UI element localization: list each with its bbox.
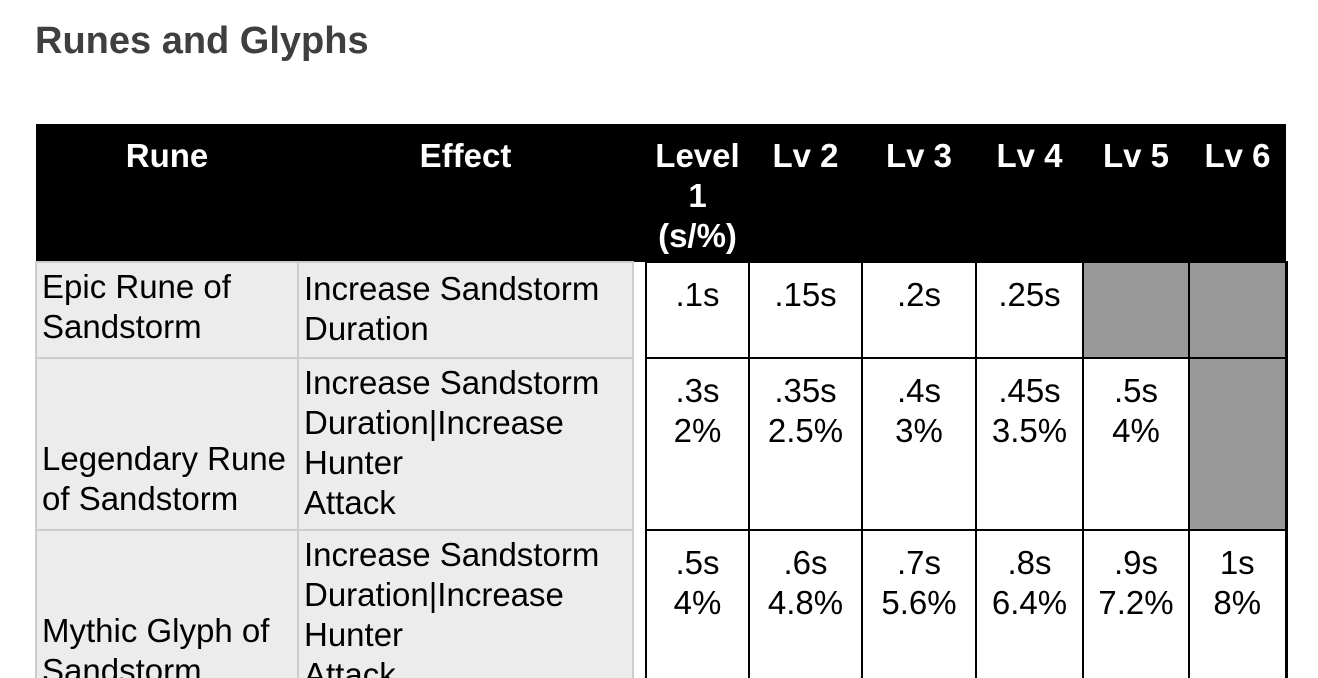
level-value-cell: .15s bbox=[748, 261, 863, 359]
column-gap bbox=[633, 358, 646, 530]
rune-name-cell: Epic Rune of Sandstorm bbox=[35, 261, 299, 359]
rune-effect-cell: Increase Sandstorm Duration|Increase Hun… bbox=[297, 529, 634, 678]
rune-name-cell: Legendary Rune of Sandstorm bbox=[35, 357, 299, 531]
level-value-cell: .35s 2.5% bbox=[748, 357, 863, 531]
level-value-cell: .5s 4% bbox=[1082, 357, 1190, 531]
column-header-effect: Effect bbox=[298, 124, 633, 262]
level-value-cell: 1s 8% bbox=[1188, 529, 1288, 678]
table-row-epic-rune: Epic Rune of Sandstorm Increase Sandstor… bbox=[35, 261, 1288, 359]
level-value-cell: .3s 2% bbox=[645, 357, 750, 531]
column-gap bbox=[633, 262, 646, 358]
level-value-cell: .25s bbox=[975, 261, 1084, 359]
level-value-cell: .1s bbox=[645, 261, 750, 359]
level-empty-cell bbox=[1188, 261, 1288, 359]
column-header-lv3: Lv 3 bbox=[862, 124, 976, 262]
rune-name-cell: Mythic Glyph of Sandstorm bbox=[35, 529, 299, 678]
column-header-lv6: Lv 6 bbox=[1189, 124, 1286, 262]
column-gap bbox=[633, 530, 646, 678]
table-row-legendary-rune: Legendary Rune of Sandstorm Increase San… bbox=[35, 357, 1288, 531]
header-gap bbox=[633, 124, 646, 262]
table-row-mythic-glyph: Mythic Glyph of Sandstorm Increase Sands… bbox=[35, 529, 1288, 678]
runes-table: Rune Effect Level 1 (s/%) Lv 2 Lv 3 Lv 4… bbox=[35, 124, 1288, 678]
rune-effect-cell: Increase Sandstorm Duration|Increase Hun… bbox=[297, 357, 634, 531]
level-value-cell: .45s 3.5% bbox=[975, 357, 1084, 531]
level-value-cell: .8s 6.4% bbox=[975, 529, 1084, 678]
level-value-cell: .4s 3% bbox=[861, 357, 977, 531]
level-value-cell: .7s 5.6% bbox=[861, 529, 977, 678]
level-empty-cell bbox=[1082, 261, 1190, 359]
column-header-level1: Level 1 (s/%) bbox=[646, 124, 749, 262]
rune-effect-cell: Increase Sandstorm Duration bbox=[297, 261, 634, 359]
column-header-lv4: Lv 4 bbox=[976, 124, 1083, 262]
table-header-row: Rune Effect Level 1 (s/%) Lv 2 Lv 3 Lv 4… bbox=[36, 124, 1286, 262]
level-value-cell: .5s 4% bbox=[645, 529, 750, 678]
column-header-rune: Rune bbox=[36, 124, 298, 262]
level-value-cell: .6s 4.8% bbox=[748, 529, 863, 678]
level-empty-cell bbox=[1188, 357, 1288, 531]
level-value-cell: .9s 7.2% bbox=[1082, 529, 1190, 678]
column-header-lv5: Lv 5 bbox=[1083, 124, 1189, 262]
column-header-lv2: Lv 2 bbox=[749, 124, 862, 262]
level-value-cell: .2s bbox=[861, 261, 977, 359]
page-title: Runes and Glyphs bbox=[35, 20, 369, 62]
